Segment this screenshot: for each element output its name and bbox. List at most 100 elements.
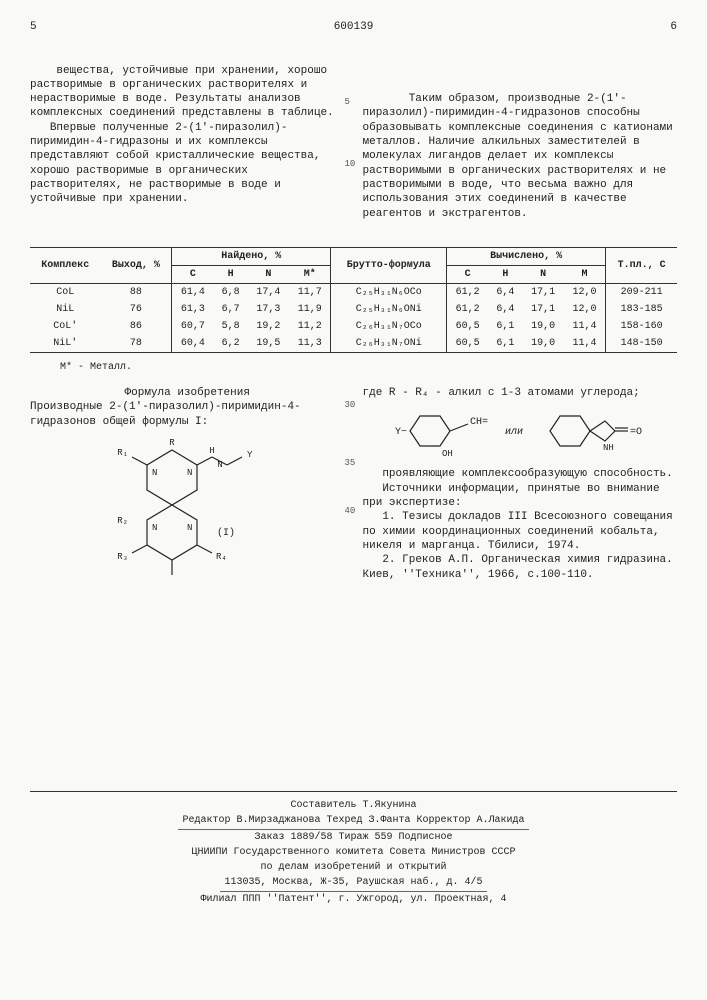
svg-text:CH=: CH=: [470, 417, 488, 428]
footer-l6: 113035, Москва, Ж-35, Раушская наб., д. …: [220, 875, 486, 892]
footer-l7: Филиал ППП ''Патент'', г. Ужгород, ул. П…: [30, 892, 677, 907]
th-cn: N: [522, 266, 563, 284]
table-row: CoL8861,46,817,411,7C₂₅H₃₁N₆OCo61,26,417…: [30, 284, 677, 302]
footer-l3: Заказ 1889/58 Тираж 559 Подписное: [30, 830, 677, 845]
svg-text:Y: Y: [247, 450, 253, 460]
table-cell: C₂₆H₃₁N₇ONi: [331, 335, 447, 353]
footer-l4: ЦНИИПИ Государственного комитета Совета …: [30, 845, 677, 860]
table-cell: C₂₅H₃₁N₆ONi: [331, 301, 447, 318]
where-text: где R - R₄ - алкил с 1-3 атомами углерод…: [363, 386, 678, 400]
metal-footnote: M* - Металл.: [60, 361, 677, 374]
table-cell: 61,4: [172, 284, 214, 302]
table-cell: 11,9: [289, 301, 331, 318]
th-fm: M*: [289, 266, 331, 284]
table-cell: 11,4: [564, 335, 606, 353]
table-cell: 19,2: [248, 318, 289, 335]
svg-text:или: или: [505, 427, 523, 438]
imprint-footer: Составитель Т.Якунина Редактор В.Мирзадж…: [30, 791, 677, 907]
line-35: 35: [345, 458, 363, 470]
th-ch: H: [488, 266, 522, 284]
col-right-text: Таким образом, производные 2-(1'-пиразол…: [363, 93, 680, 219]
table-cell: 11,4: [564, 318, 606, 335]
body-columns: вещества, устойчивые при хранении, хорош…: [30, 49, 677, 235]
table-cell: CoL': [30, 318, 101, 335]
table-cell: 17,1: [522, 301, 563, 318]
table-cell: 76: [101, 301, 172, 318]
svg-text:Y−: Y−: [395, 427, 407, 438]
y-text: проявляющие комплексообразующую способно…: [363, 467, 678, 581]
table-cell: 6,8: [214, 284, 248, 302]
structure-formula-i: R H N Y R₁ N N N N R₂ R₃ R₄ (I): [112, 435, 262, 605]
svg-text:R₃: R₃: [117, 552, 128, 562]
structure-y-groups: Y− CH= OH или =O NH: [390, 406, 650, 461]
th-brutto: Брутто-формула: [331, 248, 447, 284]
svg-text:(I): (I): [217, 527, 235, 539]
footer-l2: Редактор В.Мирзаджанова Техред З.Фанта К…: [178, 813, 528, 830]
formula-intro: Производные 2-(1'-пиразолил)-пиримидин-4…: [30, 400, 345, 429]
table-cell: NiL': [30, 335, 101, 353]
table-cell: 6,2: [214, 335, 248, 353]
analysis-table: Комплекс Выход, % Найдено, % Брутто-форм…: [30, 247, 677, 353]
formula-section: Формула изобретения Производные 2-(1'-пи…: [30, 386, 677, 611]
table-cell: 12,0: [564, 301, 606, 318]
table-cell: 209-211: [606, 284, 677, 302]
svg-text:N: N: [187, 523, 192, 533]
table-cell: C₂₆H₃₁N₇OCo: [331, 318, 447, 335]
footer-l1: Составитель Т.Якунина: [30, 798, 677, 813]
column-right: 5 10 Таким образом, производные 2-(1'-пи…: [363, 49, 678, 235]
table-cell: 158-160: [606, 318, 677, 335]
formula-left-col: Формула изобретения Производные 2-(1'-пи…: [30, 386, 345, 611]
svg-text:N: N: [152, 468, 157, 478]
table-cell: 61,2: [446, 284, 488, 302]
table-cell: 60,4: [172, 335, 214, 353]
page-num-right: 6: [670, 20, 677, 34]
formula-right-col: 30 35 40 где R - R₄ - алкил с 1-3 атомам…: [363, 386, 678, 582]
table-cell: 183-185: [606, 301, 677, 318]
th-calc: Вычислено, %: [446, 248, 605, 266]
table-cell: 61,3: [172, 301, 214, 318]
table-cell: 61,2: [446, 301, 488, 318]
svg-text:R: R: [170, 438, 176, 448]
table-cell: 6,7: [214, 301, 248, 318]
table-cell: 5,8: [214, 318, 248, 335]
table-cell: 86: [101, 318, 172, 335]
svg-text:R₂: R₂: [117, 516, 128, 526]
svg-text:R₁: R₁: [117, 448, 128, 458]
table-cell: 11,3: [289, 335, 331, 353]
th-cc: C: [446, 266, 488, 284]
table-cell: 6,1: [488, 335, 522, 353]
table-row: CoL'8660,75,819,211,2C₂₆H₃₁N₇OCo60,56,11…: [30, 318, 677, 335]
svg-text:H: H: [210, 446, 215, 456]
th-cm: M: [564, 266, 606, 284]
th-tmp: Т.пл., С: [606, 248, 677, 284]
th-fh: H: [214, 266, 248, 284]
table-cell: 17,1: [522, 284, 563, 302]
table-cell: 60,5: [446, 335, 488, 353]
table-cell: 12,0: [564, 284, 606, 302]
svg-text:N: N: [187, 468, 192, 478]
line-10: 10: [345, 159, 363, 171]
th-yield: Выход, %: [101, 248, 172, 284]
table-cell: 60,5: [446, 318, 488, 335]
svg-text:R₄: R₄: [216, 552, 227, 562]
table-cell: 88: [101, 284, 172, 302]
table-cell: 11,2: [289, 318, 331, 335]
line-5: 5: [345, 97, 363, 109]
table-cell: 6,4: [488, 284, 522, 302]
table-cell: 17,3: [248, 301, 289, 318]
th-fc: C: [172, 266, 214, 284]
table-cell: 19,5: [248, 335, 289, 353]
formula-title: Формула изобретения: [30, 386, 345, 400]
table-row: NiL7661,36,717,311,9C₂₅H₃₁N₆ONi61,26,417…: [30, 301, 677, 318]
table-cell: 19,0: [522, 318, 563, 335]
th-complex: Комплекс: [30, 248, 101, 284]
line-40: 40: [345, 506, 363, 518]
th-fn: N: [248, 266, 289, 284]
col-left-text: вещества, устойчивые при хранении, хорош…: [30, 65, 334, 206]
svg-text:N: N: [218, 460, 223, 470]
table-body: CoL8861,46,817,411,7C₂₅H₃₁N₆OCo61,26,417…: [30, 284, 677, 353]
th-found: Найдено, %: [172, 248, 331, 266]
table-row: NiL'7860,46,219,511,3C₂₆H₃₁N₇ONi60,56,11…: [30, 335, 677, 353]
table-cell: 17,4: [248, 284, 289, 302]
page-num-left: 5: [30, 20, 37, 34]
